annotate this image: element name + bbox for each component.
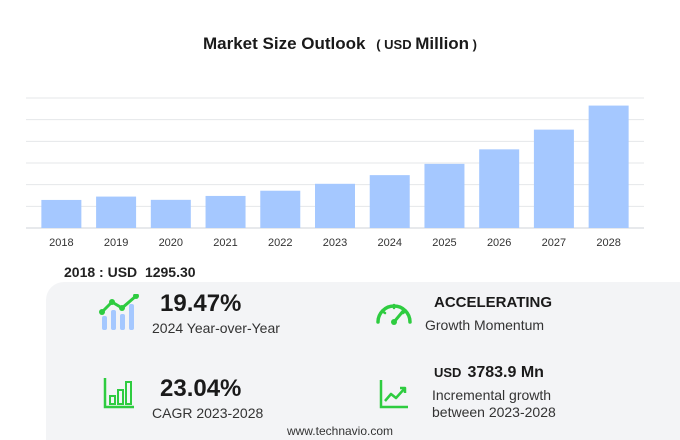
base-value: 1295.30: [144, 264, 196, 280]
bar-2025: [424, 163, 465, 228]
base-label: 2018 : USD: [64, 264, 138, 280]
x-tick-label-2026: 2026: [487, 237, 511, 249]
x-tick-label-2028: 2028: [596, 237, 620, 249]
x-tick-label-2019: 2019: [104, 237, 128, 249]
bar-2027: [533, 129, 574, 228]
chart-title: Market Size Outlook ( USD Million ): [0, 34, 680, 54]
growth-chart-icon: [99, 294, 139, 330]
bar-2021: [205, 195, 246, 228]
bar-chart-icon: [103, 378, 134, 409]
x-tick-label-2020: 2020: [159, 237, 183, 249]
title-unit: ( USD Million ): [376, 34, 478, 53]
incremental-currency: USD: [434, 365, 462, 380]
footer-url: www.technavio.com: [286, 424, 394, 438]
momentum-value: ACCELERATING: [434, 294, 553, 311]
x-tick-label-2022: 2022: [268, 237, 292, 249]
cagr-label: CAGR 2023-2028: [152, 405, 264, 421]
momentum-label: Growth Momentum: [425, 317, 545, 333]
title-main: Market Size Outlook: [202, 34, 366, 53]
unit-label: Million: [415, 34, 470, 53]
bar-2023: [315, 183, 355, 228]
x-tick-label-2021: 2021: [213, 237, 237, 249]
bar-2024: [369, 175, 410, 228]
yoy-value: 19.47%: [160, 290, 242, 317]
bar-2026: [479, 149, 520, 228]
x-tick-label-2018: 2018: [49, 237, 73, 249]
incremental-label-line2: between 2023-2028: [432, 404, 556, 420]
bar-chart: 2018 2019 2020 2021 2022 2023 2024 2025 2026 2027…: [26, 97, 644, 249]
trend-line-icon: [379, 380, 408, 409]
bar-2022: [260, 190, 301, 228]
incremental-amount: 3783.9 Mn: [467, 364, 544, 381]
incremental-label: Incremental growth between 2023-2028: [432, 387, 556, 421]
yoy-label: 2024 Year-over-Year: [152, 320, 280, 336]
bar-2019: [96, 196, 137, 228]
bar-2020: [150, 199, 191, 228]
x-tick-label-2023: 2023: [323, 237, 347, 249]
x-tick-label-2024: 2024: [377, 237, 401, 249]
incremental-value: USD 3783.9 Mn: [434, 364, 544, 382]
unit-prefix: USD: [384, 37, 412, 52]
speedometer-icon: [376, 303, 412, 325]
base-year-value: 2018 : USD 1295.30: [64, 264, 196, 280]
x-tick-label-2025: 2025: [432, 237, 456, 249]
x-tick-label-2027: 2027: [542, 237, 566, 249]
bar-2028: [588, 105, 629, 228]
bar-2018: [41, 199, 82, 228]
incremental-label-line1: Incremental growth: [432, 387, 552, 403]
cagr-value: 23.04%: [160, 375, 242, 402]
kpi-panel: [46, 282, 680, 440]
